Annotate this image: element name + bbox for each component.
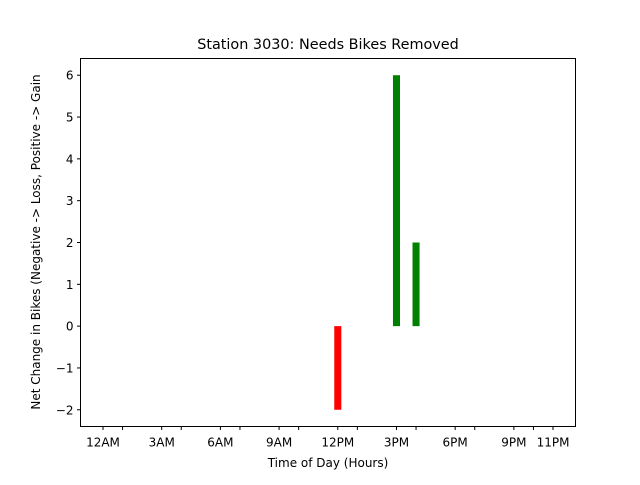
x-tick-label: 3AM [149,436,175,450]
x-tick-label: 6PM [443,436,468,450]
bar-hour-12 [334,326,342,410]
x-tick-label: 12AM [86,436,120,450]
y-tick-label: 2 [66,236,74,250]
y-ticks: −2 −1 0 1 2 3 4 5 6 [56,69,81,417]
x-tick-label: 11PM [537,436,570,450]
chart-title: Station 3030: Needs Bikes Removed [197,37,459,53]
x-tick-label: 12PM [321,436,354,450]
x-ticks: 12AM 3AM 6AM 9AM 12PM 3PM 6PM 9PM 11PM [86,426,570,450]
x-tick-label: 9AM [266,436,292,450]
y-tick-label: −2 [56,403,74,417]
bar-hour-15 [392,75,400,327]
plot-frame [80,58,576,427]
bars [334,75,420,410]
y-tick-label: 4 [66,152,74,166]
y-tick-label: 5 [66,111,74,125]
x-tick-label: 6AM [207,436,233,450]
x-tick-label: 3PM [384,436,409,450]
y-tick-label: 3 [66,194,74,208]
y-tick-label: 1 [66,278,74,292]
bar-hour-16 [412,242,420,327]
y-tick-label: 0 [66,320,74,334]
y-axis-label: Net Change in Bikes (Negative -> Loss, P… [29,74,43,409]
y-tick-label: −1 [56,361,74,375]
x-axis-label: Time of Day (Hours) [267,456,389,470]
x-tick-label: 9PM [501,436,526,450]
y-tick-label: 6 [66,69,74,83]
